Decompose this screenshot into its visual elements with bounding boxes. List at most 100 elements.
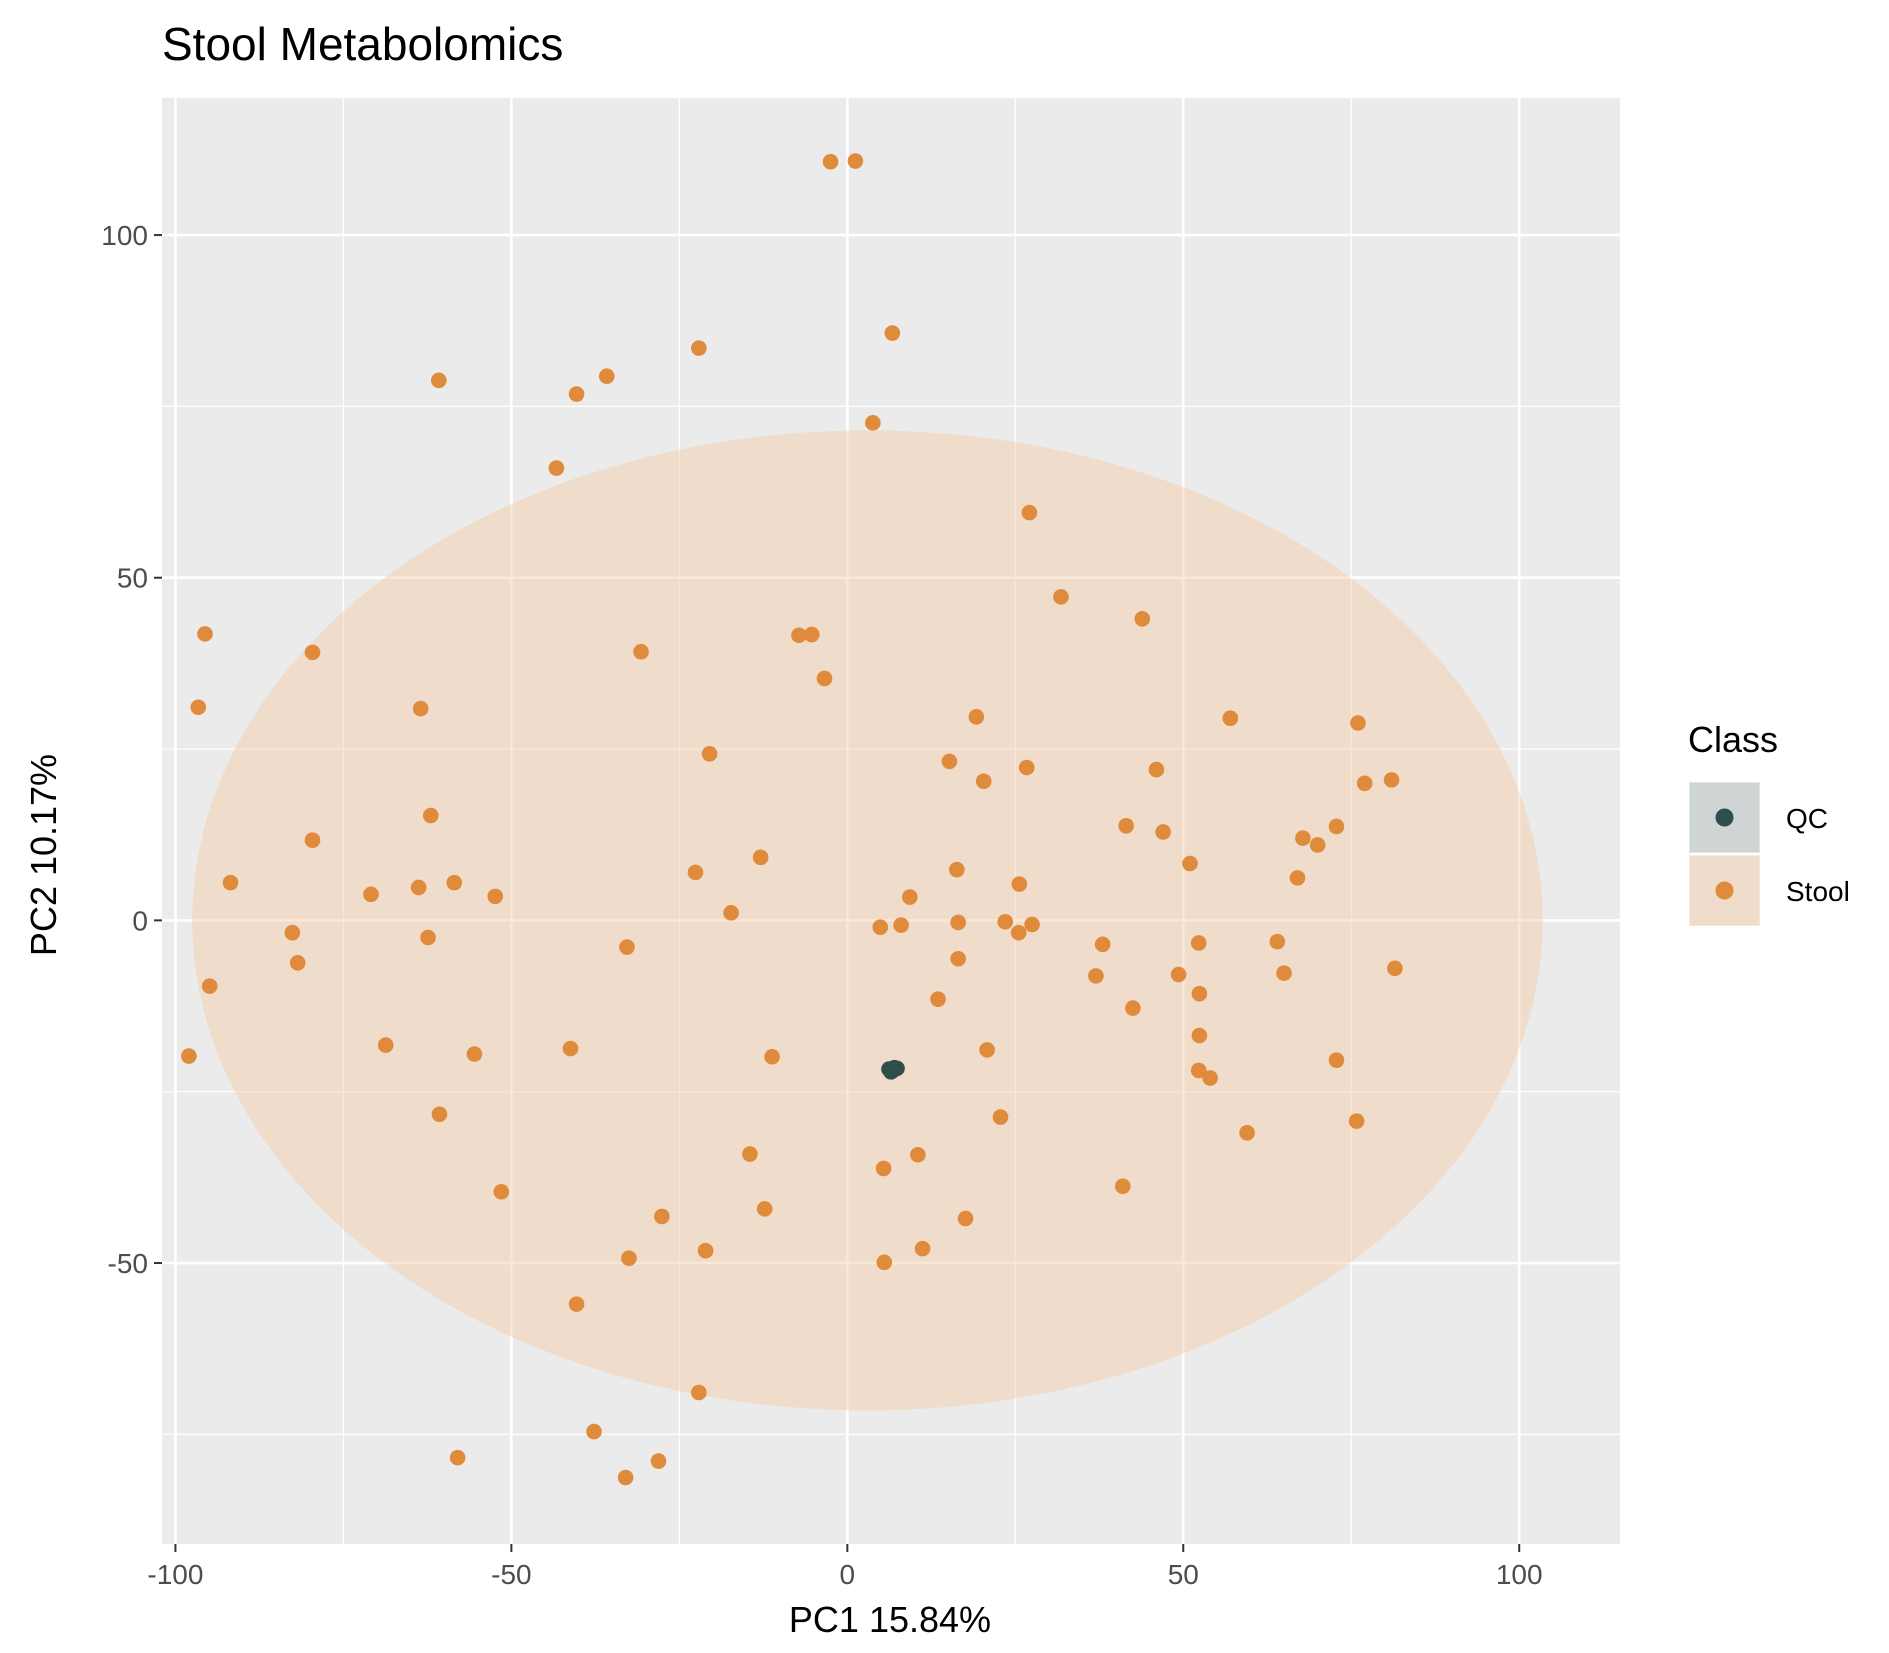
point-stool bbox=[1387, 960, 1403, 977]
point-stool bbox=[548, 460, 565, 476]
stool-confidence-ellipse bbox=[192, 430, 1543, 1411]
point-stool bbox=[875, 1160, 892, 1177]
legend-label-stool: Stool bbox=[1786, 876, 1850, 907]
point-stool bbox=[650, 1453, 667, 1469]
point-stool bbox=[446, 874, 463, 891]
point-stool bbox=[586, 1423, 602, 1440]
point-stool bbox=[701, 746, 718, 762]
point-stool bbox=[190, 699, 207, 716]
point-stool bbox=[1202, 1070, 1218, 1086]
point-stool bbox=[1191, 985, 1208, 1002]
y-tick-label: 0 bbox=[132, 905, 148, 936]
point-stool bbox=[847, 153, 864, 169]
point-stool bbox=[422, 807, 439, 824]
point-stool bbox=[1115, 1178, 1131, 1195]
point-stool bbox=[992, 1109, 1009, 1125]
point-stool bbox=[1134, 611, 1151, 627]
point-stool bbox=[598, 368, 615, 385]
point-stool bbox=[1383, 772, 1400, 788]
legend: Class QC Stool bbox=[1688, 719, 1850, 927]
point-stool bbox=[1024, 916, 1040, 933]
point-stool bbox=[284, 924, 301, 941]
chart-title: Stool Metabolomics bbox=[162, 18, 563, 70]
point-stool bbox=[910, 1146, 926, 1163]
point-stool bbox=[752, 849, 769, 866]
point-stool bbox=[872, 919, 889, 936]
point-stool bbox=[1118, 817, 1134, 834]
legend-dot-qc bbox=[1715, 808, 1734, 827]
point-stool bbox=[289, 955, 306, 971]
point-stool bbox=[1309, 837, 1326, 853]
point-stool bbox=[487, 888, 504, 905]
point-stool bbox=[377, 1037, 394, 1053]
point-stool bbox=[431, 1106, 448, 1123]
point-stool bbox=[420, 929, 436, 946]
y-tick-label: -50 bbox=[108, 1248, 148, 1279]
point-stool bbox=[568, 1296, 585, 1312]
point-stool bbox=[1350, 715, 1366, 731]
point-stool bbox=[1191, 1027, 1208, 1044]
point-stool bbox=[764, 1048, 780, 1065]
point-stool bbox=[493, 1183, 510, 1200]
point-stool bbox=[723, 905, 739, 921]
point-stool bbox=[1239, 1125, 1255, 1141]
point-stool bbox=[1155, 824, 1171, 840]
x-axis-title: PC1 15.84% bbox=[789, 1599, 991, 1640]
point-stool bbox=[822, 153, 839, 170]
point-stool bbox=[633, 643, 649, 660]
point-stool bbox=[431, 372, 447, 389]
point-stool bbox=[1021, 504, 1038, 521]
point-stool bbox=[1094, 936, 1111, 953]
point-stool bbox=[568, 386, 585, 402]
point-stool bbox=[893, 917, 909, 933]
point-stool bbox=[410, 879, 427, 896]
point-stool bbox=[222, 874, 239, 891]
point-stool bbox=[1190, 935, 1207, 951]
point-stool bbox=[876, 1254, 893, 1271]
point-stool bbox=[1295, 830, 1311, 846]
point-stool bbox=[957, 1210, 974, 1227]
point-stool bbox=[691, 340, 707, 356]
point-stool bbox=[1053, 589, 1069, 605]
y-axis-title: PC2 10.17% bbox=[23, 754, 64, 956]
point-stool bbox=[687, 864, 704, 881]
point-stool bbox=[1348, 1113, 1365, 1129]
minor-gridlines bbox=[162, 98, 1620, 1544]
x-axis-ticks: -100 -50 0 50 100 bbox=[147, 1544, 1543, 1590]
point-stool bbox=[181, 1048, 197, 1064]
point-stool bbox=[1269, 933, 1286, 950]
y-tick-label: 100 bbox=[101, 220, 148, 251]
y-tick-label: 50 bbox=[117, 563, 148, 594]
point-stool bbox=[197, 626, 213, 642]
x-tick-label: 50 bbox=[1168, 1559, 1199, 1590]
legend-title: Class bbox=[1688, 719, 1778, 760]
point-stool bbox=[1182, 855, 1198, 872]
data-points bbox=[181, 153, 1403, 1486]
point-stool bbox=[803, 626, 820, 643]
point-stool bbox=[1222, 710, 1239, 727]
point-stool bbox=[1190, 1062, 1207, 1079]
legend-dot-stool bbox=[1715, 881, 1734, 900]
point-stool bbox=[201, 978, 218, 994]
point-stool bbox=[968, 709, 985, 725]
point-stool bbox=[1148, 761, 1165, 778]
point-stool bbox=[619, 939, 635, 955]
point-stool bbox=[697, 1242, 714, 1259]
point-stool bbox=[1125, 1000, 1141, 1016]
point-stool bbox=[1356, 775, 1373, 792]
point-stool bbox=[1328, 1052, 1345, 1068]
point-stool bbox=[621, 1250, 637, 1267]
point-stool bbox=[1170, 966, 1187, 983]
point-stool bbox=[691, 1384, 707, 1401]
point-stool bbox=[950, 914, 966, 931]
point-stool bbox=[562, 1040, 579, 1057]
point-stool bbox=[941, 753, 958, 770]
point-stool bbox=[304, 644, 321, 661]
x-tick-label: -50 bbox=[491, 1559, 531, 1590]
point-stool bbox=[363, 886, 379, 903]
point-stool bbox=[1011, 876, 1028, 892]
point-stool bbox=[1276, 965, 1292, 981]
point-stool bbox=[884, 325, 901, 341]
point-stool bbox=[1010, 924, 1027, 941]
